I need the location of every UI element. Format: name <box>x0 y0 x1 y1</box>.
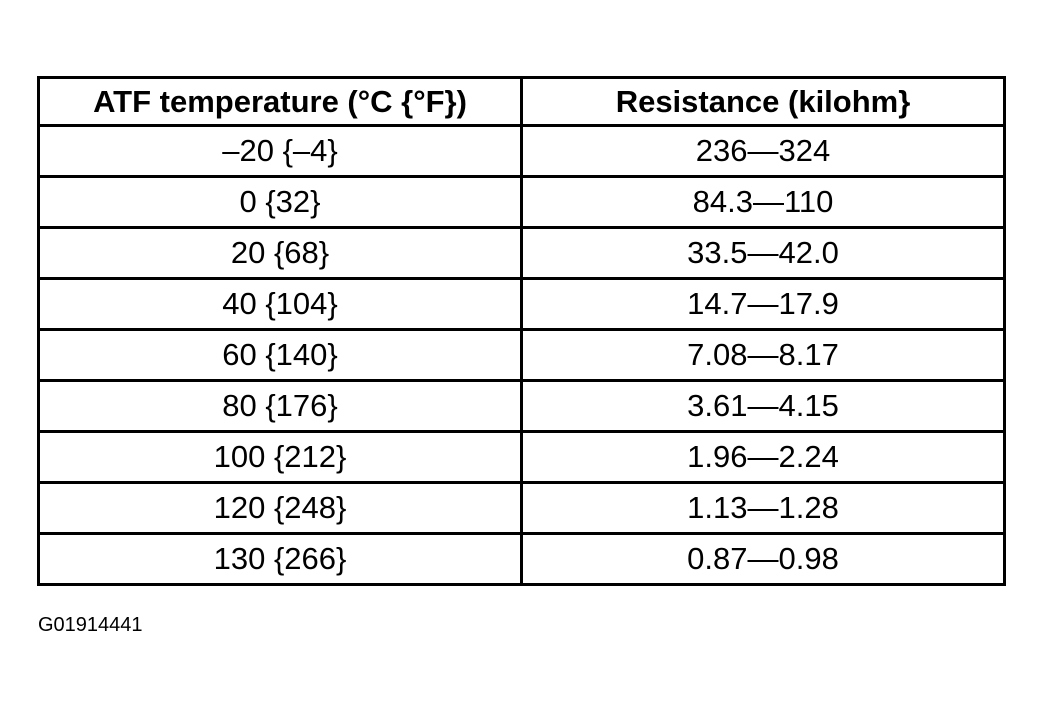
table-cell: 1.96—2.24 <box>520 430 1006 484</box>
table-row: 130 {266} 0.87—0.98 <box>37 532 1006 586</box>
table-cell: 20 {68} <box>37 226 523 280</box>
table-cell: 3.61—4.15 <box>520 379 1006 433</box>
table-cell: 33.5—42.0 <box>520 226 1006 280</box>
figure-id: G01914441 <box>38 614 143 636</box>
table-row: 40 {104} 14.7—17.9 <box>37 277 1006 331</box>
table-row: 0 {32} 84.3—110 <box>37 175 1006 229</box>
table-cell: 14.7—17.9 <box>520 277 1006 331</box>
table-cell: 7.08—8.17 <box>520 328 1006 382</box>
table-row: 60 {140} 7.08—8.17 <box>37 328 1006 382</box>
table-row: –20 {–4} 236—324 <box>37 124 1006 178</box>
table-cell: 130 {266} <box>37 532 523 586</box>
resistance-table: ATF temperature (°C {°F}) Resistance (kil… <box>37 76 1006 586</box>
header-cell: Resistance (kilohm} <box>520 76 1006 127</box>
table-cell: 0.87—0.98 <box>520 532 1006 586</box>
table-cell: 0 {32} <box>37 175 523 229</box>
table-row: 100 {212} 1.96—2.24 <box>37 430 1006 484</box>
table-cell: 236—324 <box>520 124 1006 178</box>
header-cell: ATF temperature (°C {°F}) <box>37 76 523 127</box>
table-cell: 1.13—1.28 <box>520 481 1006 535</box>
table-cell: –20 {–4} <box>37 124 523 178</box>
table-row: 80 {176} 3.61—4.15 <box>37 379 1006 433</box>
table-row: 20 {68} 33.5—42.0 <box>37 226 1006 280</box>
table-cell: 60 {140} <box>37 328 523 382</box>
table-cell: 80 {176} <box>37 379 523 433</box>
header-row: ATF temperature (°C {°F}) Resistance (kil… <box>37 76 1006 127</box>
table-cell: 120 {248} <box>37 481 523 535</box>
table-cell: 100 {212} <box>37 430 523 484</box>
table-row: 120 {248} 1.13—1.28 <box>37 481 1006 535</box>
table-cell: 40 {104} <box>37 277 523 331</box>
table-cell: 84.3—110 <box>520 175 1006 229</box>
